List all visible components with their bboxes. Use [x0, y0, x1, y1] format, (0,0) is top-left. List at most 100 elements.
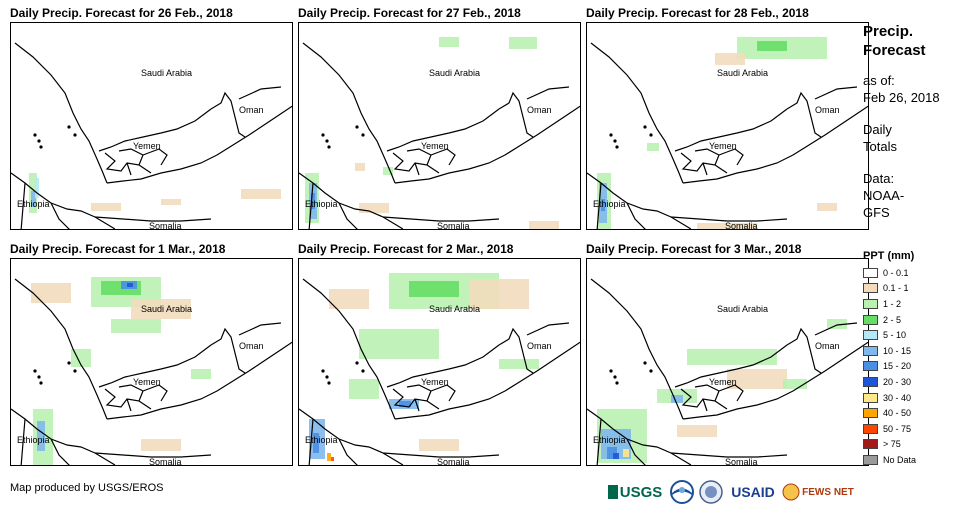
usgs-logo: USGS [606, 478, 664, 506]
map-frame: Saudi Arabia Oman Yemen Ethiopia Somalia [10, 258, 293, 466]
island-mark [613, 139, 617, 143]
precip-area [509, 37, 537, 49]
legend-swatch [863, 298, 878, 309]
panel-title: Daily Precip. Forecast for 26 Feb., 2018 [10, 6, 233, 20]
legend-item: 5 - 10 [863, 327, 916, 343]
precip-area [399, 401, 411, 407]
legend-swatch [863, 439, 878, 450]
boundary-line [386, 108, 500, 152]
island-mark [355, 125, 359, 129]
precip-area [439, 37, 459, 47]
region-label-oman: Oman [239, 341, 264, 351]
region-label-oman: Oman [239, 105, 264, 115]
boundary-line [11, 172, 116, 229]
island-mark [361, 133, 365, 137]
boundary-line [670, 216, 788, 222]
map-canvas [299, 37, 580, 229]
boundary-line [386, 344, 500, 388]
panel-title: Daily Precip. Forecast for 1 Mar., 2018 [10, 242, 226, 256]
boundary-line [680, 384, 744, 412]
precip-area [359, 203, 389, 213]
boundary-line [674, 344, 788, 388]
boundary-line [786, 322, 858, 374]
island-mark [73, 133, 77, 137]
boundary-line [498, 322, 570, 374]
legend-label: 20 - 30 [883, 376, 912, 387]
island-mark [321, 133, 325, 137]
precip-area [671, 395, 683, 403]
island-mark [67, 125, 71, 129]
sidebar: Precip. Forecast as of: Feb 26, 2018 Dai… [863, 22, 967, 221]
precip-area [647, 143, 659, 151]
precip-area [623, 449, 629, 457]
legend-item: 50 - 75 [863, 421, 916, 437]
precip-area [327, 453, 331, 461]
island-mark [325, 375, 329, 379]
region-label-yemen: Yemen [133, 141, 161, 151]
boundary-line [382, 452, 500, 458]
legend-swatch [863, 283, 878, 294]
precip-area [499, 359, 539, 369]
legend-swatch [863, 361, 878, 372]
map-frame: Saudi Arabia Oman Yemen Ethiopia Somalia [298, 22, 581, 230]
island-mark [615, 145, 619, 149]
legend-swatch [863, 267, 878, 278]
boundary-line [98, 344, 212, 388]
boundary-line [590, 278, 684, 420]
precip-area [91, 203, 121, 211]
legend-swatch [863, 408, 878, 419]
legend-label: 30 - 40 [883, 392, 912, 403]
region-label-oman: Oman [527, 341, 552, 351]
region-label-saudi: Saudi Arabia [141, 304, 193, 314]
island-mark [615, 381, 619, 385]
boundary-line [670, 452, 788, 458]
precip-area [313, 433, 319, 453]
boundary-line [98, 108, 212, 152]
legend-item: 1 - 2 [863, 296, 916, 312]
legend-label: 15 - 20 [883, 361, 912, 372]
precip-area [727, 369, 787, 389]
island-mark [321, 369, 325, 373]
island-mark [643, 125, 647, 129]
precip-area [383, 167, 393, 175]
legend-item: 15 - 20 [863, 359, 916, 375]
island-mark [327, 145, 331, 149]
precip-area [161, 199, 181, 205]
boundary-line [682, 105, 868, 184]
legend-item: 20 - 30 [863, 374, 916, 390]
boundary-line [11, 408, 116, 465]
island-mark [613, 375, 617, 379]
boundary-line [106, 341, 292, 420]
island-mark [649, 133, 653, 137]
precip-area [697, 223, 757, 229]
data-source-line3: GFS [863, 205, 890, 220]
precip-area [241, 189, 281, 199]
legend-label: 40 - 50 [883, 408, 912, 419]
precip-area [349, 379, 379, 399]
island-mark [39, 145, 43, 149]
data-source-line2: NOAA- [863, 188, 905, 203]
precip-area [35, 178, 39, 198]
map-canvas [11, 277, 292, 465]
legend-item: 2 - 5 [863, 312, 916, 328]
panel-title: Daily Precip. Forecast for 28 Feb., 2018 [586, 6, 809, 20]
precip-area [409, 281, 459, 297]
region-label-somalia: Somalia [149, 457, 182, 466]
region-label-oman: Oman [815, 105, 840, 115]
legend-label: > 75 [883, 439, 901, 450]
panel-title: Daily Precip. Forecast for 3 Mar., 2018 [586, 242, 802, 256]
seal-logo [698, 478, 724, 506]
legend-item: No Data [863, 452, 916, 468]
legend-label: 10 - 15 [883, 345, 912, 356]
boundary-line [302, 278, 396, 420]
region-label-yemen: Yemen [133, 377, 161, 387]
boundary-line [210, 86, 282, 138]
boundary-line [382, 216, 500, 222]
precip-area [677, 425, 717, 437]
region-label-somalia: Somalia [725, 221, 758, 230]
legend-item: 40 - 50 [863, 405, 916, 421]
sidebar-title-line2: Forecast [863, 42, 926, 59]
region-label-oman: Oman [815, 341, 840, 351]
region-label-somalia: Somalia [437, 221, 470, 230]
fewsnet-logo: FEWS NET [782, 478, 854, 506]
